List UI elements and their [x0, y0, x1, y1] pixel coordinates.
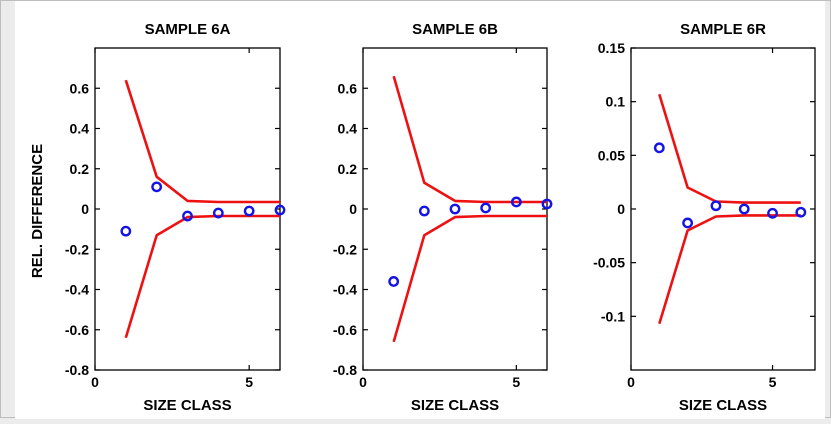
y-tick-label: -0.05: [593, 255, 625, 271]
y-tick-label: 0.6: [70, 80, 90, 96]
data-point: [710, 200, 722, 212]
y-tick-label: 0.4: [70, 121, 90, 137]
x-tick-label: 0: [91, 374, 99, 390]
chart-title: SAMPLE 6B: [412, 21, 498, 38]
chart-panel-2: SAMPLE 6B -0.8 -0.6 -0.4 -0.2 0 0.2 0.4 0.6 0 5 SIZ…: [333, 21, 553, 414]
chart-title: SAMPLE 6A: [145, 21, 231, 38]
data-point: [120, 225, 132, 237]
x-tick-label: 5: [769, 374, 777, 390]
y-tick-label: -0.6: [333, 322, 357, 338]
y-tick-label: -0.2: [65, 241, 89, 257]
y-tick-label: 0.4: [338, 121, 358, 137]
y-tick-label: -0.4: [65, 282, 89, 298]
figure-canvas: REL. DIFFERENCE SAMPLE 6A -0.8 -0.6 -0.4 -0.…: [15, 1, 825, 419]
data-point: [682, 217, 694, 229]
y-tick-label: 0: [617, 201, 625, 217]
y-axis-label: REL. DIFFERENCE: [29, 144, 46, 278]
x-tick-label: 5: [245, 374, 253, 390]
lower-envelope-line: [392, 214, 547, 343]
x-axis-label: SIZE CLASS: [411, 397, 499, 414]
data-point: [418, 205, 430, 217]
data-point: [510, 196, 522, 208]
data-point: [274, 204, 286, 216]
data-point: [449, 203, 461, 215]
data-point: [541, 198, 553, 210]
data-point: [480, 202, 492, 214]
y-tick-label: -0.4: [333, 282, 357, 298]
chart-title: SAMPLE 6R: [680, 21, 766, 38]
x-axis-label: SIZE CLASS: [679, 397, 767, 414]
x-tick-label: 5: [512, 374, 520, 390]
y-tick-label: 0.15: [598, 40, 625, 56]
y-tick-label: 0.2: [70, 161, 90, 177]
y-tick-label: 0.6: [338, 80, 358, 96]
y-tick-label: 0.1: [606, 94, 626, 110]
data-point: [151, 181, 163, 193]
data-point: [388, 276, 400, 287]
chart-panel-1: SAMPLE 6A -0.8 -0.6 -0.4 -0.2 0 0.2 0.4 0.6 0 5 SIZ…: [65, 21, 286, 414]
y-tick-label: -0.8: [333, 362, 357, 378]
upper-envelope-line: [124, 79, 280, 204]
x-tick-label: 0: [359, 374, 367, 390]
chart-svg: REL. DIFFERENCE SAMPLE 6A -0.8 -0.6 -0.4 -0.…: [29, 21, 816, 414]
data-point: [795, 206, 807, 218]
lower-envelope-line: [124, 214, 280, 339]
y-tick-label: 0: [81, 201, 89, 217]
y-tick-label: 0: [349, 201, 357, 217]
data-point: [653, 142, 665, 154]
data-point: [738, 203, 750, 215]
x-tick-label: 0: [627, 374, 635, 390]
y-tick-label: -0.1: [601, 308, 625, 324]
data-point: [182, 210, 193, 222]
upper-envelope-line: [658, 93, 801, 204]
y-tick-label: -0.2: [333, 241, 357, 257]
plot-area: [362, 47, 548, 371]
data-point: [243, 205, 255, 217]
y-tick-label: -0.6: [65, 322, 89, 338]
x-axis-label: SIZE CLASS: [143, 397, 231, 414]
data-point: [767, 207, 778, 219]
y-tick-label: 0.05: [598, 147, 625, 163]
y-tick-label: -0.8: [65, 362, 89, 378]
plot-area: [94, 47, 281, 371]
y-tick-label: 0.2: [338, 161, 358, 177]
data-point: [212, 207, 224, 219]
